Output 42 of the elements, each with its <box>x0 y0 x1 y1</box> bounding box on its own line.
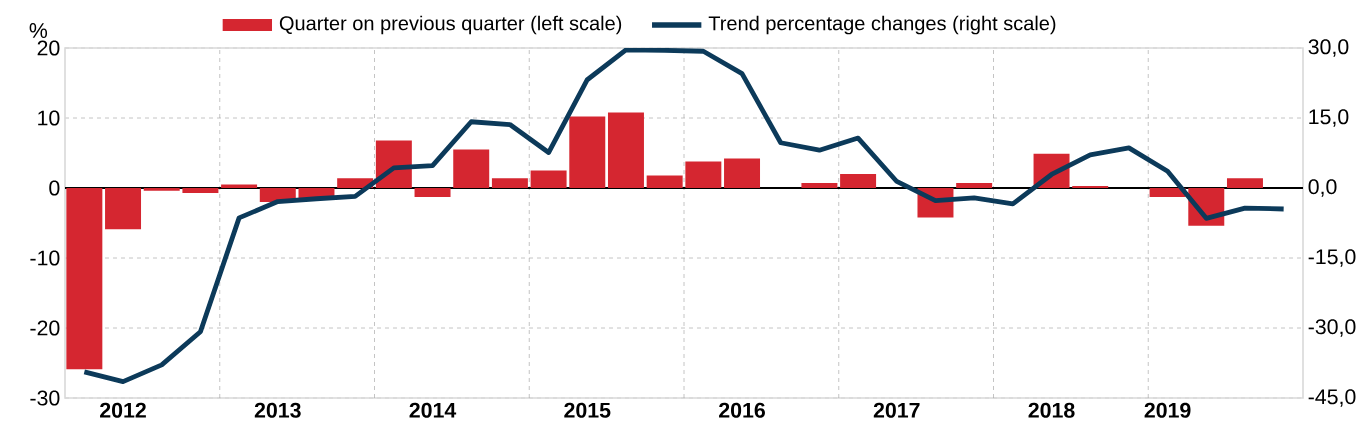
bar <box>956 183 993 188</box>
bar <box>453 149 490 188</box>
bar <box>530 170 567 188</box>
y2-tick-label: -30,0 <box>1308 319 1356 337</box>
bar <box>840 174 877 188</box>
bar <box>646 175 683 188</box>
y2-tick-label: -15,0 <box>1308 249 1356 267</box>
bar <box>724 158 761 188</box>
y-tick-label: 10 <box>38 110 60 126</box>
x-tick-label: 2012 <box>100 402 146 418</box>
y-tick-label: -30 <box>30 390 60 406</box>
y2-tick-label: -45,0 <box>1308 389 1356 407</box>
bar <box>414 188 451 198</box>
y2-tick-label: 15,0 <box>1309 109 1349 127</box>
y2-tick-label: 30,0 <box>1308 39 1349 57</box>
y-tick-label: 20 <box>37 40 60 56</box>
x-tick-label: 2018 <box>1028 402 1075 418</box>
bar <box>182 188 219 193</box>
x-tick-label: 2013 <box>254 402 301 418</box>
y-tick-label: 0 <box>49 180 60 196</box>
x-tick-label: 2014 <box>409 402 457 418</box>
bar <box>143 188 180 191</box>
bar <box>1072 185 1109 188</box>
bar <box>1226 178 1263 188</box>
bar <box>685 161 722 188</box>
x-tick-label: 2015 <box>564 402 611 418</box>
bar <box>569 116 606 188</box>
bar <box>491 178 528 188</box>
bar <box>801 183 838 188</box>
bar <box>607 112 644 188</box>
x-tick-label: 2016 <box>719 402 765 418</box>
bar <box>105 188 142 230</box>
y2-tick-label: 0,0 <box>1308 179 1337 197</box>
legend-label: Trend percentage changes (right scale) <box>708 15 1056 35</box>
legend-label: Quarter on previous quarter (left scale) <box>279 15 622 35</box>
x-tick-label: 2019 <box>1144 402 1191 418</box>
x-tick-label: 2017 <box>873 402 920 418</box>
bar <box>66 188 103 370</box>
y-tick-label: -10 <box>30 250 60 266</box>
y-axis-title: % <box>29 23 48 38</box>
line-series <box>81 48 1287 385</box>
y-tick-label: -20 <box>30 320 60 336</box>
